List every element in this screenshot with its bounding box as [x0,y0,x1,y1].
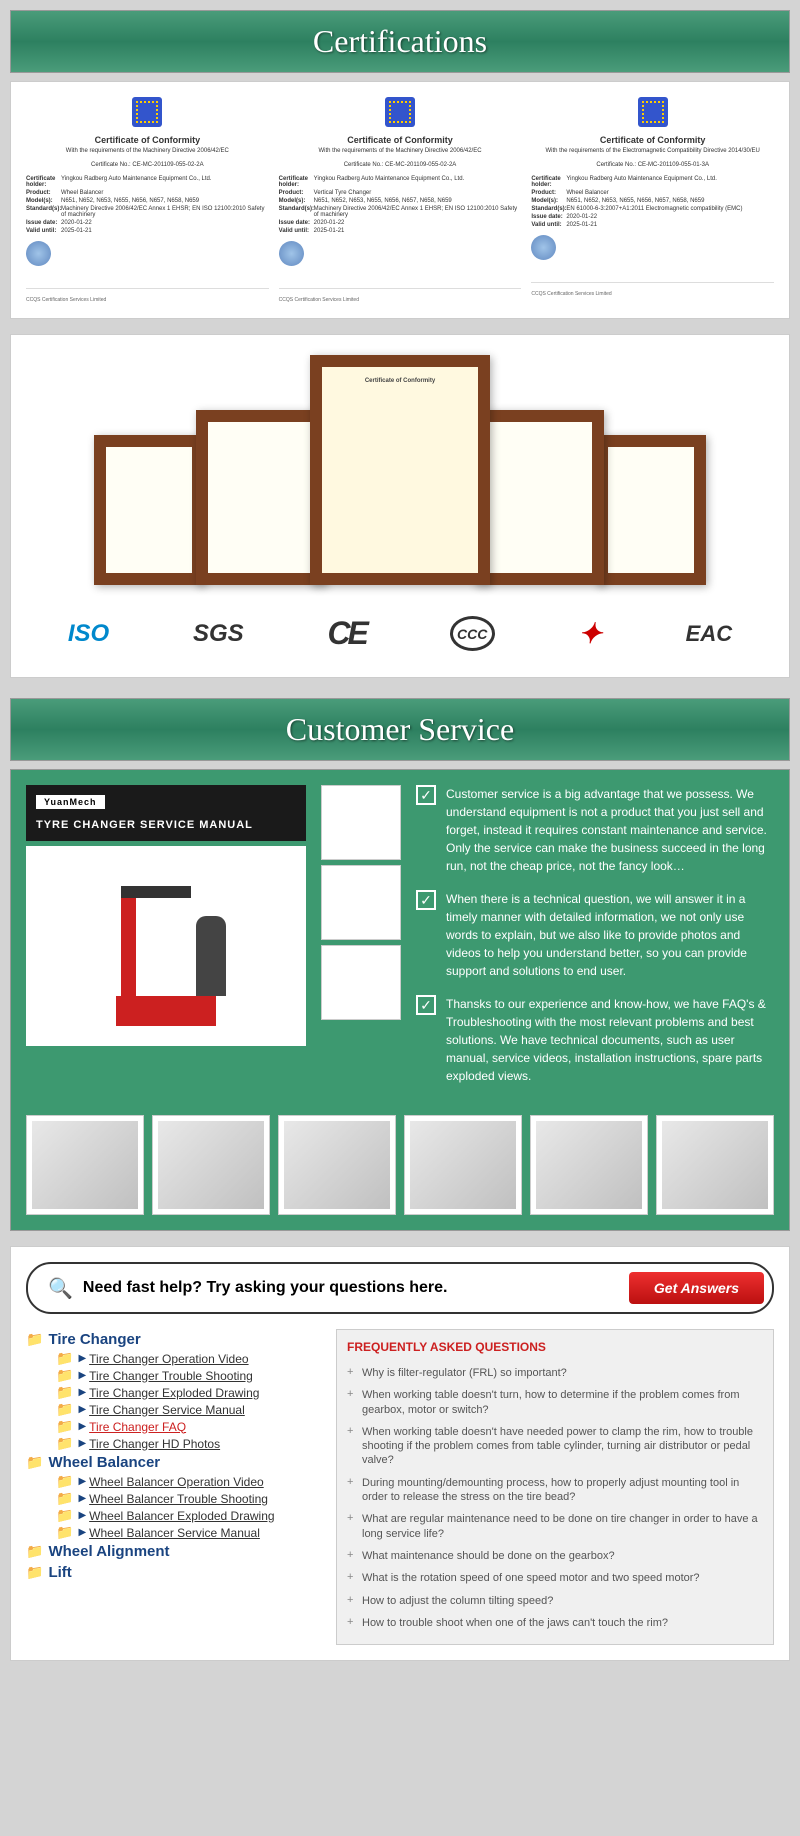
tree-link[interactable]: Tire Changer Service Manual [89,1403,245,1417]
faq-question[interactable]: +How to trouble shoot when one of the ja… [347,1612,763,1634]
plus-icon: + [347,1594,362,1608]
folder-icon: 📁 [26,1331,43,1348]
folder-icon: 📁 [26,1564,43,1581]
eac-logo: EAC [686,621,732,647]
customer-service-section: Customer Service YuanMech TYRE CHANGER S… [10,698,790,1661]
tree-link[interactable]: Wheel Balancer Exploded Drawing [89,1509,274,1523]
frame-2 [196,410,326,585]
faq-list: FREQUENTLY ASKED QUESTIONS +Why is filte… [336,1329,774,1645]
diagram-3 [321,945,401,1020]
certifications-section: Certifications Certificate of Conformity… [10,10,790,678]
plus-icon: + [347,1549,362,1563]
tree-link[interactable]: Wheel Balancer Service Manual [89,1526,260,1540]
search-bar[interactable]: 🔍 Need fast help? Try asking your questi… [26,1262,774,1314]
cert-eu-logo [132,97,162,127]
folder-icon: 📁 [56,1507,73,1524]
tire-changer-image [26,846,306,1046]
folder-icon: 📁 [56,1384,73,1401]
folder-icon: 📁 [56,1473,73,1490]
category-tree: 📁Tire Changer 📁▶Tire Changer Operation V… [26,1329,316,1645]
tree-link[interactable]: Tire Changer Operation Video [89,1352,248,1366]
sgs-logo: SGS [193,620,244,648]
star-logo: ✦ [578,617,601,650]
framed-certificates: Certificate of Conformity ISO SGS CE CCC… [10,334,790,678]
certificate-3: Certificate of Conformity With the requi… [531,97,774,303]
certification-logos: ISO SGS CE CCC ✦ EAC [26,605,774,662]
folder-icon: 📁 [56,1490,73,1507]
cert-eu-logo [638,97,668,127]
check-icon: ✓ [416,890,436,910]
tree-link[interactable]: Tire Changer HD Photos [89,1437,220,1451]
plus-icon: + [347,1616,362,1630]
folder-icon: 📁 [56,1367,73,1384]
cs-green-panel: YuanMech TYRE CHANGER SERVICE MANUAL [10,769,790,1231]
faq-question[interactable]: +Why is filter-regulator (FRL) so import… [347,1362,763,1384]
tree-link-active[interactable]: Tire Changer FAQ [89,1420,186,1434]
ce-logo: CE [327,615,365,652]
folder-icon: 📁 [56,1350,73,1367]
gallery-item [656,1115,774,1215]
search-icon: 🔍 [48,1276,73,1301]
iso-logo: ISO [68,620,109,648]
folder-icon: 📁 [26,1543,43,1560]
certifications-header: Certifications [10,10,790,73]
gallery-item [152,1115,270,1215]
cs-description: ✓Customer service is a big advantage tha… [416,785,774,1100]
faq-question[interactable]: +What are regular maintenance need to be… [347,1508,763,1545]
get-answers-button[interactable]: Get Answers [629,1272,764,1304]
certificate-1: Certificate of Conformity With the requi… [26,97,269,303]
faq-question[interactable]: +During mounting/demounting process, how… [347,1472,763,1509]
tree-link[interactable]: Tire Changer Trouble Shooting [89,1369,253,1383]
cert-eu-logo [385,97,415,127]
tree-link[interactable]: Wheel Balancer Operation Video [89,1475,264,1489]
frame-3: Certificate of Conformity [310,355,490,585]
cert-seal-icon [26,241,51,266]
folder-icon: 📁 [26,1454,43,1471]
gallery-item [530,1115,648,1215]
plus-icon: + [347,1366,362,1380]
check-icon: ✓ [416,995,436,1015]
faq-question[interactable]: +What maintenance should be done on the … [347,1545,763,1567]
customer-service-header: Customer Service [10,698,790,761]
tree-link[interactable]: Tire Changer Exploded Drawing [89,1386,259,1400]
gallery-item [404,1115,522,1215]
ccc-logo: CCC [450,616,495,651]
frame-1 [94,435,204,585]
faq-question[interactable]: +When working table doesn't have needed … [347,1421,763,1472]
faq-question[interactable]: +How to adjust the column tilting speed? [347,1590,763,1612]
cert-seal-icon [279,241,304,266]
faq-question[interactable]: +What is the rotation speed of one speed… [347,1567,763,1589]
certificate-documents: Certificate of Conformity With the requi… [10,81,790,319]
plus-icon: + [347,1388,362,1417]
part-diagrams [321,785,401,1100]
faq-title: FREQUENTLY ASKED QUESTIONS [347,1340,763,1354]
gallery-item [26,1115,144,1215]
certificate-2: Certificate of Conformity With the requi… [279,97,522,303]
frame-5 [596,435,706,585]
tree-link[interactable]: Wheel Balancer Trouble Shooting [89,1492,268,1506]
diagram-2 [321,865,401,940]
plus-icon: + [347,1512,362,1541]
search-placeholder: Need fast help? Try asking your question… [83,1279,629,1297]
diagram-1 [321,785,401,860]
plus-icon: + [347,1571,362,1585]
cert-seal-icon [531,235,556,260]
gallery-item [278,1115,396,1215]
plus-icon: + [347,1425,362,1468]
folder-icon: 📁 [56,1401,73,1418]
faq-question[interactable]: +When working table doesn't turn, how to… [347,1384,763,1421]
folder-icon: 📁 [56,1524,73,1541]
faq-section: 🔍 Need fast help? Try asking your questi… [10,1246,790,1661]
service-manual: YuanMech TYRE CHANGER SERVICE MANUAL [26,785,306,1100]
frame-4 [474,410,604,585]
plus-icon: + [347,1476,362,1505]
check-icon: ✓ [416,785,436,805]
troubleshooting-gallery [26,1115,774,1215]
folder-icon: 📁 [56,1418,73,1435]
folder-icon: 📁 [56,1435,73,1452]
